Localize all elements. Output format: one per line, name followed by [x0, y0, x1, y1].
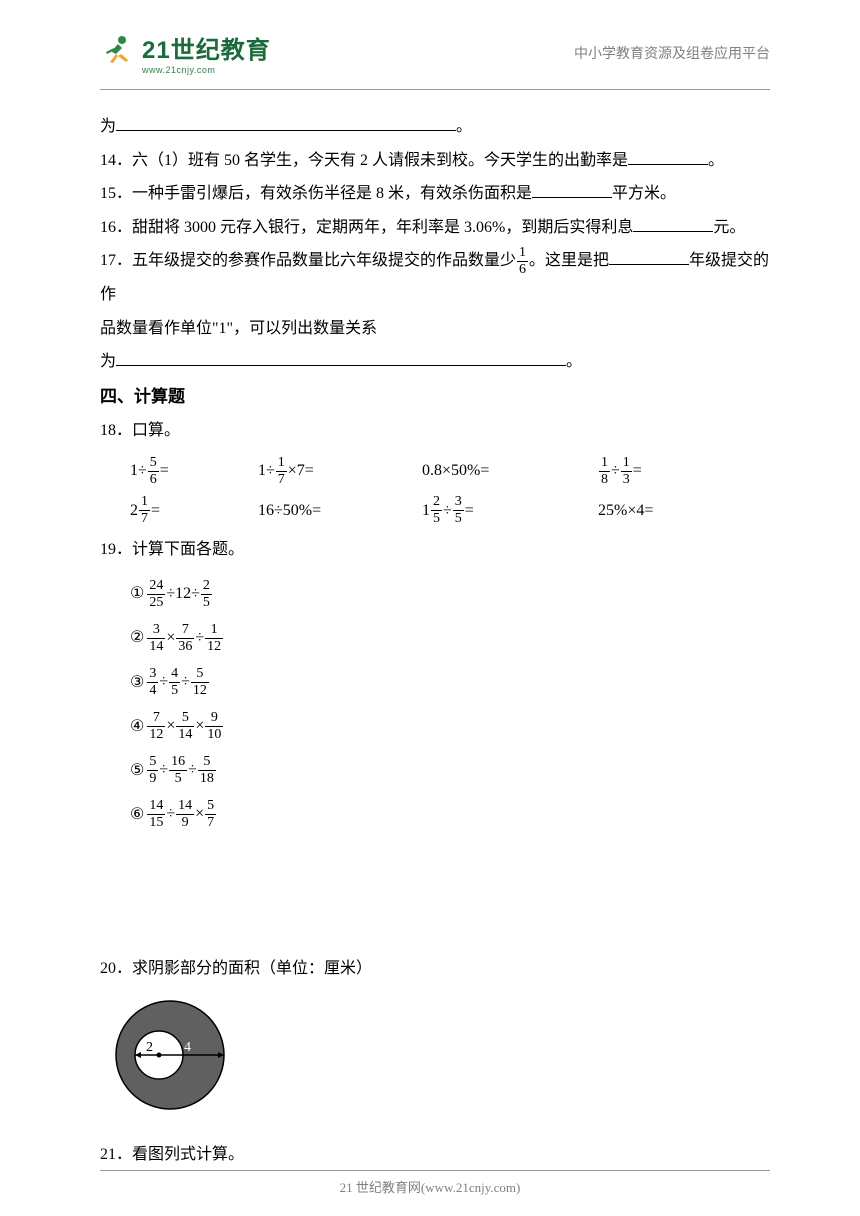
q-number: 17．	[100, 252, 132, 269]
footer-divider	[100, 1170, 770, 1171]
calc-cell: 16÷50%=	[258, 494, 422, 528]
text: 为	[100, 353, 116, 370]
calc-cell: 1÷17×7=	[258, 454, 422, 488]
annulus-diagram: 2 4	[108, 995, 770, 1128]
section-4-title: 四、计算题	[100, 379, 770, 415]
q-number: 21．	[100, 1146, 132, 1163]
calc-cell: 0.8×50%=	[422, 454, 598, 488]
q18-row2: 217= 16÷50%= 125÷35= 25%×4=	[100, 494, 770, 528]
page-header: 21世纪教育 www.21cnjy.com 中小学教育资源及组卷应用平台	[0, 0, 860, 85]
document-content: 为。 14．六（1）班有 50 名学生，今天有 2 人请假未到校。今天学生的出勤…	[0, 110, 860, 1171]
footer-text: 21 世纪教育网(www.21cnjy.com)	[0, 1177, 860, 1196]
q18-row1: 1÷56= 1÷17×7= 0.8×50%= 18÷13=	[100, 454, 770, 488]
logo-url: www.21cnjy.com	[142, 65, 271, 75]
outer-radius-label: 4	[184, 1040, 191, 1055]
text: 求阴影部分的面积（单位：厘米）	[132, 960, 372, 977]
text: 。	[456, 118, 472, 135]
q-number: 15．	[100, 185, 132, 202]
q16: 16．甜甜将 3000 元存入银行，定期两年，年利率是 3.06%，到期后实得利…	[100, 211, 770, 245]
calc-cell: 125÷35=	[422, 494, 598, 528]
q20: 20．求阴影部分的面积（单位：厘米）	[100, 952, 770, 986]
calc-cell: 1÷56=	[130, 454, 258, 488]
text: 看图列式计算。	[132, 1146, 244, 1163]
inner-radius-label: 2	[146, 1040, 153, 1055]
text: 平方米。	[612, 185, 676, 202]
text: 为	[100, 118, 116, 135]
q19-item: ④712×514×910	[130, 709, 770, 743]
q19: 19．计算下面各题。	[100, 533, 770, 567]
q19-item: ①2425÷12÷25	[130, 577, 770, 611]
q-number: 18．	[100, 422, 132, 439]
text: 。这里是把	[529, 252, 609, 269]
blank	[633, 216, 713, 232]
blank	[609, 249, 689, 265]
runner-icon	[100, 32, 136, 73]
blank	[116, 350, 566, 366]
text: 品数量看作单位"1"，可以列出数量关系	[100, 320, 377, 337]
calc-cell: 25%×4=	[598, 494, 698, 528]
text: 元。	[713, 219, 745, 236]
q19-list: ①2425÷12÷25 ②314×736÷112 ③34÷45÷512 ④712×51…	[100, 577, 770, 832]
text: 六（1）班有 50 名学生，今天有 2 人请假未到校。今天学生的出勤率是	[132, 152, 628, 169]
q15: 15．一种手雷引爆后，有效杀伤半径是 8 米，有效杀伤面积是 平方米。	[100, 177, 770, 211]
logo: 21世纪教育 www.21cnjy.com	[100, 30, 271, 75]
calc-cell: 18÷13=	[598, 454, 698, 488]
calc-cell: 217=	[130, 494, 258, 528]
logo-title: 21世纪教育	[142, 30, 271, 65]
text: 计算下面各题。	[132, 541, 244, 558]
q-number: 16．	[100, 219, 132, 236]
header-right-text: 中小学教育资源及组卷应用平台	[574, 43, 770, 63]
page-footer: 21 世纪教育网(www.21cnjy.com)	[0, 1170, 860, 1196]
spacer	[100, 842, 770, 952]
q17-line2: 品数量看作单位"1"，可以列出数量关系	[100, 312, 770, 346]
text: 五年级提交的参赛作品数量比六年级提交的作品数量少	[132, 252, 516, 269]
q-number: 20．	[100, 960, 132, 977]
header-divider	[100, 89, 770, 90]
q17-line3: 为。	[100, 345, 770, 379]
text: 口算。	[132, 422, 180, 439]
q19-item: ③34÷45÷512	[130, 665, 770, 699]
text: 甜甜将 3000 元存入银行，定期两年，年利率是 3.06%，到期后实得利息	[132, 219, 633, 236]
q17: 17．五年级提交的参赛作品数量比六年级提交的作品数量少16。这里是把年级提交的作	[100, 244, 770, 311]
q-number: 14．	[100, 152, 132, 169]
fraction: 16	[517, 246, 528, 277]
blank	[116, 115, 456, 131]
q-number: 19．	[100, 541, 132, 558]
blank	[628, 149, 708, 165]
q19-item: ⑥1415÷149×57	[130, 797, 770, 831]
text: 。	[708, 152, 724, 169]
q19-item: ⑤59÷165÷518	[130, 753, 770, 787]
q14: 14．六（1）班有 50 名学生，今天有 2 人请假未到校。今天学生的出勤率是 。	[100, 144, 770, 178]
blank	[532, 182, 612, 198]
text: 。	[566, 353, 582, 370]
q21: 21．看图列式计算。	[100, 1138, 770, 1172]
text: 一种手雷引爆后，有效杀伤半径是 8 米，有效杀伤面积是	[132, 185, 532, 202]
q-continued-line: 为。	[100, 110, 770, 144]
q19-item: ②314×736÷112	[130, 621, 770, 655]
q18: 18．口算。	[100, 414, 770, 448]
